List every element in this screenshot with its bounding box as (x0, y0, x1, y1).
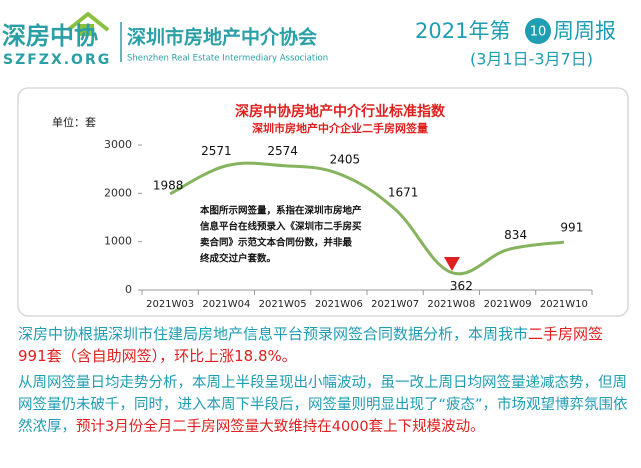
x-tick-label: 2021W08 (427, 299, 475, 310)
x-tick-label: 2021W05 (259, 299, 307, 310)
summary-2: 从周网签量日均走势分析，本周上半段呈现出小幅波动，虽一改上周日均网签量递减态势，… (18, 372, 628, 438)
paragraph: 深房中协根据深圳市住建局房地产信息平台预录网签合同数据分析，本周我市二手房网签9… (18, 323, 628, 367)
x-tick-label: 2021W07 (371, 299, 419, 310)
x-tick-label: 2021W03 (146, 299, 194, 310)
y-axis-label: 单位：套 (52, 115, 96, 129)
x-tick-label: 2021W04 (202, 299, 250, 310)
data-label: 362 (450, 279, 473, 293)
data-label: 834 (504, 228, 527, 242)
week-badge (525, 18, 551, 44)
y-tick-label: 0 (125, 283, 132, 296)
highlight: 预计3月份全月二手房网签量大致维持在4000套上下规模波动。 (76, 419, 485, 435)
header: 深房中协 SZFZX.ORG 深圳市房地产中介协会 Shenzhen Real … (2, 11, 616, 69)
annotation: 信息平台在线预录入《深圳市二手房买 (200, 221, 362, 233)
y-tick-label: 1000 (104, 235, 132, 248)
text: 深房中协根据深圳市住建局房地产信息平台预录网签合同数据分析，本周我市 (18, 325, 529, 343)
arrow-head (444, 257, 460, 271)
chart-subtitle: 深圳市房地产中介企业二手房网签量 (252, 121, 428, 135)
org-en: Shenzhen Real Estate Intermediary Associ… (127, 54, 328, 64)
chart-title: 深房中协房地产中介行业标准指数 (235, 103, 446, 120)
data-label: 2574 (267, 144, 298, 158)
data-label: 1988 (153, 178, 184, 192)
panel (17, 87, 629, 317)
data-label: 1671 (388, 186, 419, 200)
annotation: 卖合同》示范文本合同份数，并非最 (200, 237, 353, 249)
logo-en: SZFZX.ORG (3, 52, 111, 68)
annotation: 终成交过户套数。 (199, 253, 276, 265)
highlight: 二手房网签991套（含自助网签），环比上涨18.8%。 (18, 325, 604, 365)
logo-icon (66, 11, 110, 36)
summary-1: 深房中协根据深圳市住建局房地产信息平台预录网签合同数据分析，本周我市二手房网签9… (18, 323, 628, 367)
annotation: 本图所示网签量，系指在深圳市房地产 (200, 205, 362, 217)
data-label: 991 (560, 221, 583, 235)
text: 从周网签量日均走势分析，本周上半段呈现出小幅波动，虽一改上周日均网签量递减态势，… (18, 375, 628, 435)
data-label: 2405 (330, 152, 361, 166)
y-tick-label: 3000 (104, 138, 132, 151)
chart: 深房中协房地产中介行业标准指数 深圳市房地产中介企业二手房网签量 单位：套 0 1… (17, 87, 629, 317)
report-suffix: 周周报 (553, 19, 616, 43)
x-tick-label: 2021W06 (315, 299, 363, 310)
data-label: 2571 (201, 144, 232, 158)
x-tick-label: 2021W09 (484, 299, 532, 310)
report-prefix: 2021年第 (415, 19, 510, 43)
org-cn: 深圳市房地产中介协会 (127, 26, 317, 49)
logo-cn: 深房中协 (2, 22, 98, 50)
series-line (169, 161, 565, 276)
period: (3月1日-3月7日) (470, 50, 593, 69)
y-tick-label: 2000 (104, 186, 132, 199)
x-tick-label: 2021W10 (540, 299, 588, 310)
paragraph: 从周网签量日均走势分析，本周上半段呈现出小幅波动，虽一改上周日均网签量递减态势，… (18, 372, 628, 438)
week-number: 10 (530, 25, 547, 40)
